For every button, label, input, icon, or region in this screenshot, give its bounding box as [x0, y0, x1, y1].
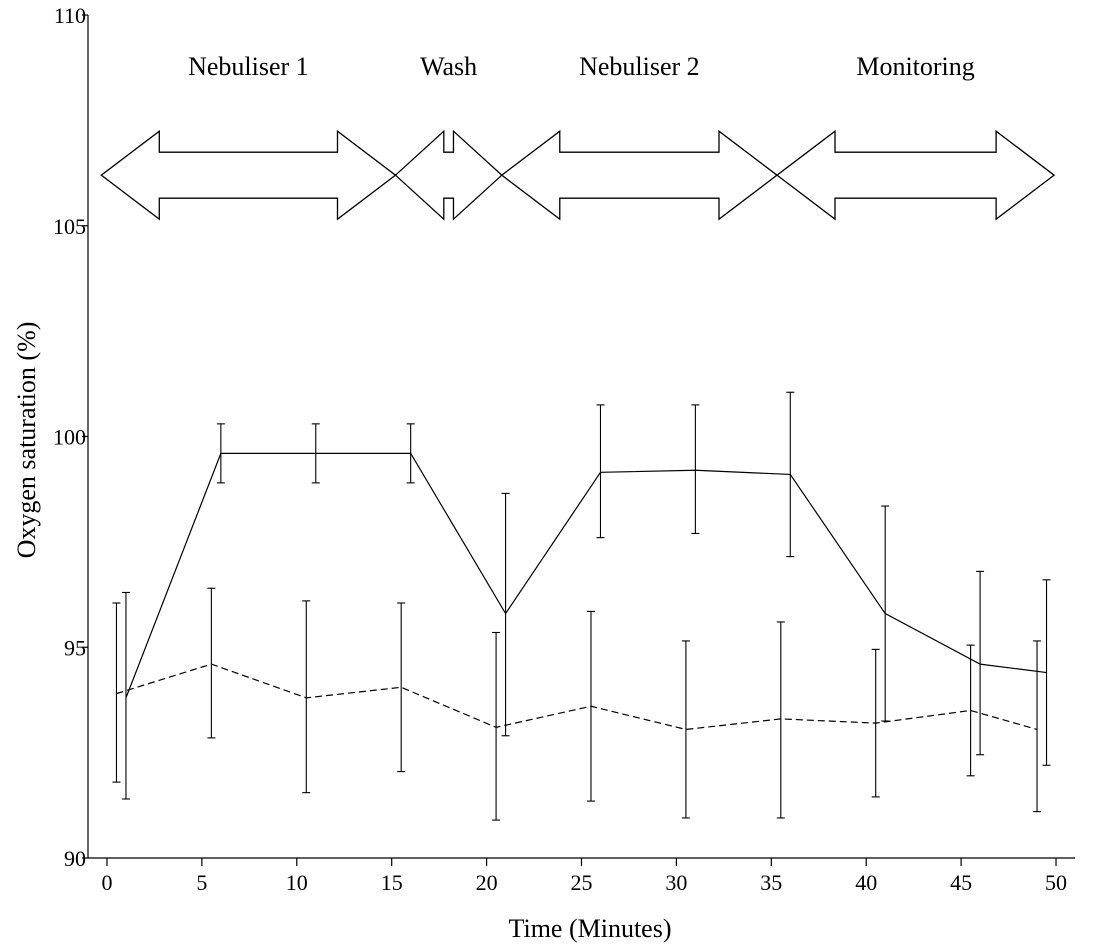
series-line-1 — [125, 452, 1047, 699]
y-tick-label: 90 — [64, 846, 86, 871]
phase-arrows — [100, 129, 1056, 221]
y-tick-label: 105 — [53, 214, 86, 239]
phase-arrow-1 — [100, 129, 397, 221]
phase-labels: Nebuliser 1 Wash Nebuliser 2 Monitoring — [188, 52, 975, 81]
phase-arrow-4 — [775, 129, 1056, 221]
x-tick-label: 40 — [855, 870, 877, 895]
x-tick-label: 45 — [950, 870, 972, 895]
x-tick-label: 35 — [760, 870, 782, 895]
x-tick-label: 10 — [286, 870, 308, 895]
y-axis-title: Oxygen saturation (%) — [12, 322, 41, 559]
series-group — [112, 391, 1051, 821]
x-tick-label: 20 — [476, 870, 498, 895]
series-line-2 — [116, 663, 1038, 731]
y-tick-label: 95 — [64, 635, 86, 660]
x-tick-label: 5 — [196, 870, 207, 895]
phase-arrow-3 — [500, 129, 779, 221]
y-tick-label: 100 — [53, 425, 86, 450]
x-tick-label: 0 — [101, 870, 112, 895]
phase-arrow-2 — [394, 129, 503, 221]
phase-label-1: Nebuliser 1 — [188, 52, 309, 81]
x-tick-label: 50 — [1045, 870, 1067, 895]
x-tick-label: 30 — [665, 870, 687, 895]
x-axis-title: Time (Minutes) — [509, 914, 672, 943]
axes: 0 5 10 15 20 25 30 35 40 45 50 90 95 100 105 110 — [53, 3, 1075, 895]
phase-label-4: Monitoring — [856, 52, 974, 81]
phase-label-2: Wash — [420, 52, 477, 81]
x-tick-label: 25 — [571, 870, 593, 895]
phase-label-3: Nebuliser 2 — [579, 52, 700, 81]
y-tick-label: 110 — [54, 3, 86, 28]
x-tick-label: 15 — [381, 870, 403, 895]
